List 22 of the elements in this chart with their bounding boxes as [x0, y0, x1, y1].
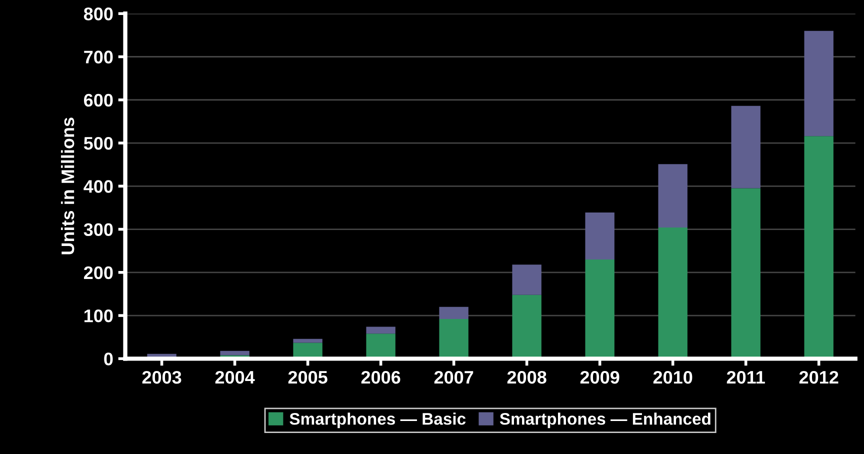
legend-label: Smartphones — Enhanced: [500, 412, 710, 428]
x-tick-label: 2004: [215, 370, 255, 384]
y-tick-label: 600: [84, 94, 113, 107]
y-tick-label: 500: [84, 136, 113, 150]
y-tick-label: 400: [84, 180, 113, 193]
x-tick-label: 2007: [434, 370, 474, 384]
x-tick-label: 2009: [580, 370, 620, 384]
y-tick-label: 0: [104, 352, 113, 366]
legend-label: Smartphones — Basic: [290, 412, 466, 428]
x-tick-label: 2006: [361, 370, 400, 384]
y-tick-label: 800: [84, 8, 113, 20]
x-tick-label: 2012: [799, 370, 838, 384]
x-tick-label: 2010: [653, 370, 692, 384]
y-tick-label: 200: [84, 266, 113, 280]
x-tick-label: 2011: [726, 370, 765, 384]
y-tick-label: 700: [84, 50, 113, 64]
x-tick-label: 2003: [142, 370, 182, 384]
y-tick-label: 300: [84, 223, 113, 236]
y-axis-title: Units in Millions: [60, 118, 74, 254]
y-tick-label: 100: [84, 309, 113, 322]
x-tick-label: 2005: [288, 370, 328, 384]
x-tick-label: 2008: [507, 370, 546, 384]
